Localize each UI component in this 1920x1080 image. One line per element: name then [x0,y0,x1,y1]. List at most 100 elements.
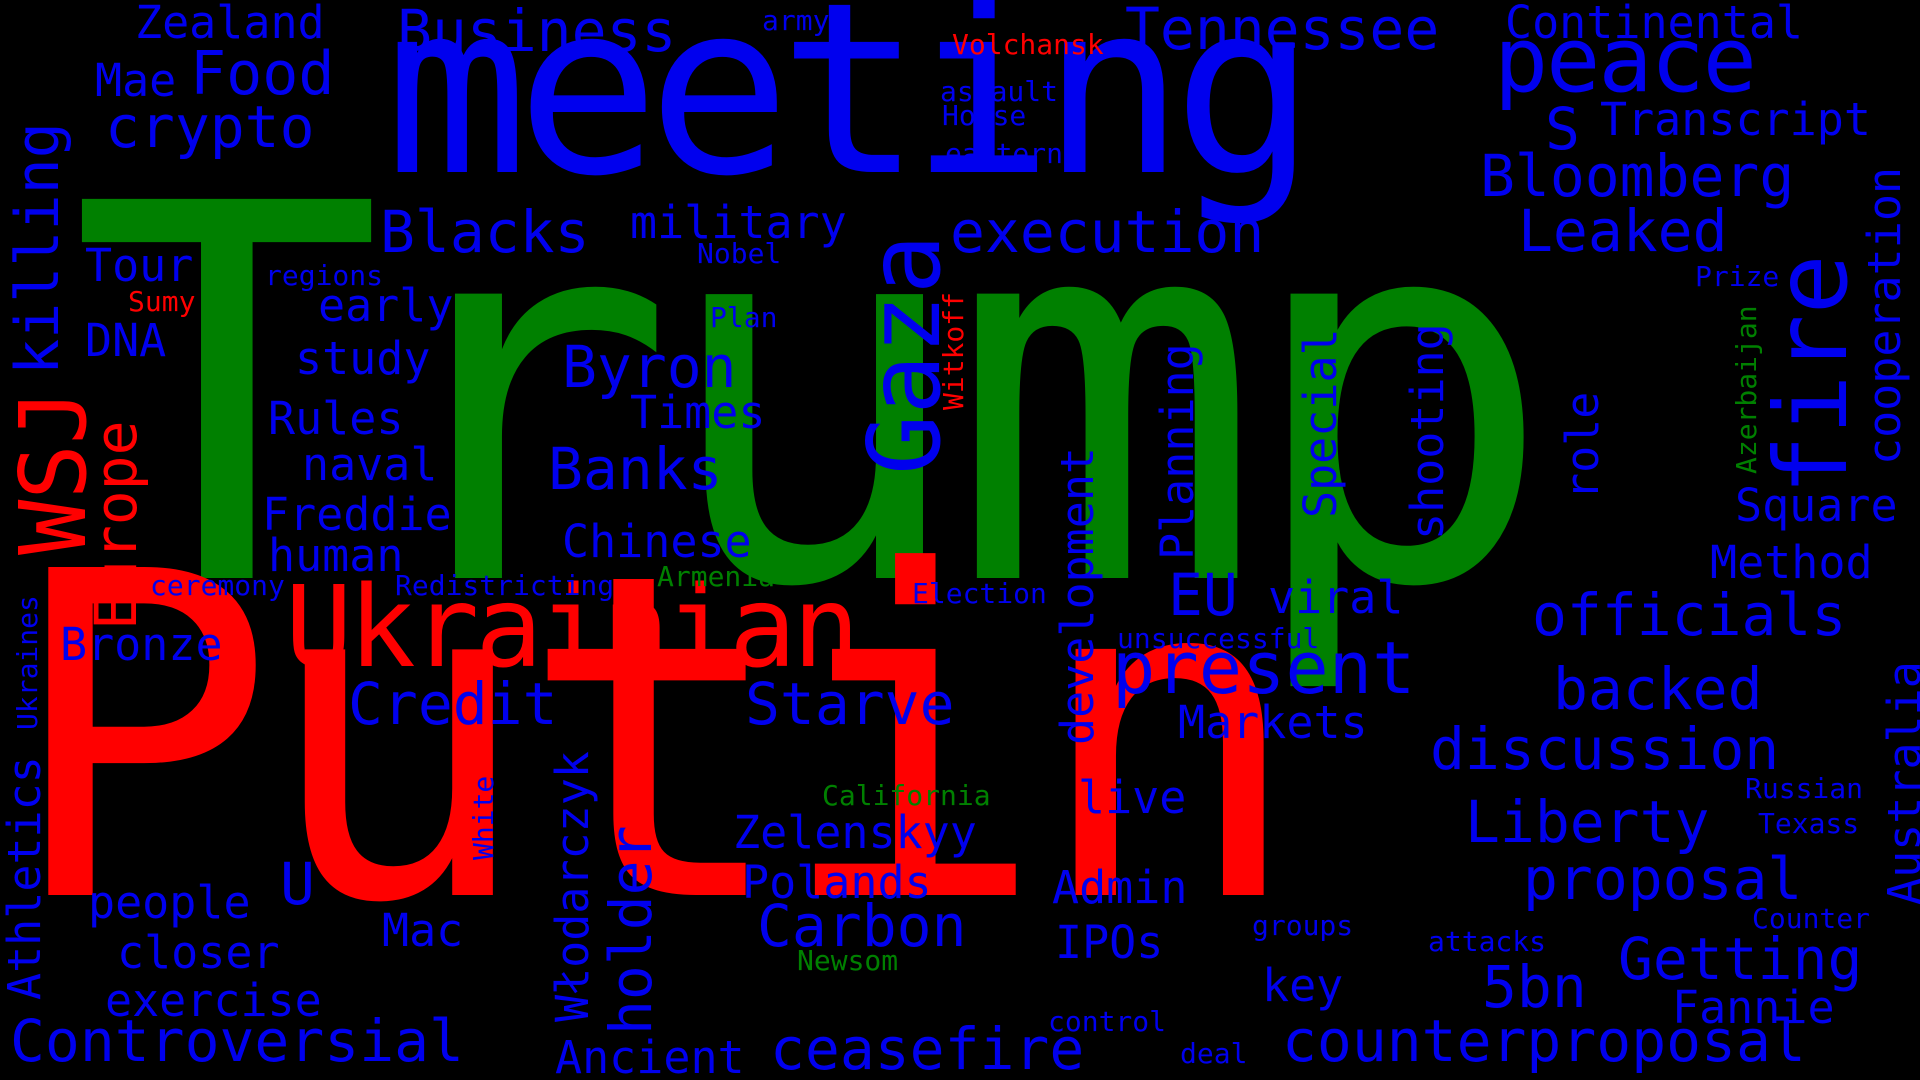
word-russian: Russian [1745,772,1864,805]
word-bloomberg: Bloomberg [1480,142,1795,210]
word-newsom: Newsom [797,944,899,977]
word-times: Times [630,386,766,439]
word-tour: Tour [85,239,194,292]
word-ukrainian: Ukrainian [285,563,860,693]
word-eastern: eastern [945,137,1064,170]
word-business: Business [397,0,677,65]
word-armenia: Armenia [657,560,776,593]
word-dna: DNA [85,314,167,367]
word-ukraines: Ukraines [11,595,44,730]
word-continental: Continental [1505,0,1804,49]
word-controversial: Controversial [10,1007,464,1075]
word-house: House [942,99,1027,132]
word-people: people [88,876,251,929]
word-assault: assault [940,75,1059,108]
word-control: control [1048,1005,1167,1038]
word-human: human [268,529,404,582]
word-counterproposal: counterproposal [1282,1007,1806,1075]
word-admin: Admin [1052,861,1188,914]
word-killing: killing [3,122,73,375]
word-credit: Credit [348,670,558,738]
word-method: Method [1710,536,1873,589]
word-australia: Australia [1878,661,1920,905]
word-cooperation: cooperation [1858,166,1911,465]
word-shooting: shooting [1401,323,1454,540]
word-election: Election [912,577,1047,610]
word-azerbaijan: Azerbaijan [1730,305,1763,474]
word-polands: Polands [742,856,932,909]
word-food: Food [190,39,335,109]
word-redistricting: Redistricting [395,569,615,602]
word-witkoff: Witkoff [937,291,970,410]
word-ancient: Ancient [555,1031,745,1080]
word-transcript: Transcript [1600,93,1871,146]
word-chinese: Chinese [562,515,752,568]
word-early: early [318,279,454,332]
word-zealand: Zealand [135,0,325,49]
word-texass: Texass [1758,807,1860,840]
word-prize: Prize [1695,260,1780,293]
word-banks: Banks [548,435,723,503]
word-development: development [1051,446,1104,745]
word-closer: closer [117,926,280,979]
word-naval: naval [302,438,438,491]
word-putin: Putin [5,478,1304,1002]
word-viral: viral [1268,571,1404,624]
word-exercise: exercise [105,974,322,1027]
word-trump: Trump [70,95,1555,701]
word-volchansk: Volchansk [952,28,1104,61]
word-backed: backed [1553,655,1763,723]
word-crypto: crypto [105,93,315,161]
word-counter: Counter [1752,902,1871,935]
word-carbon: Carbon [757,892,967,960]
word-athletics: Athletics [0,756,51,1000]
word-starve: Starve [745,670,955,738]
word-military: military [630,196,847,249]
word-meeting: meeting [385,0,1316,229]
word-freddie: Freddie [262,488,452,541]
word-execution: execution [950,198,1265,266]
word-s: S [1545,95,1580,163]
word-europe: Europe [82,420,150,630]
word-ipos: IPOs [1055,916,1164,969]
word-white: White [467,775,500,860]
word-deal: deal [1180,1037,1248,1070]
word-u: U [280,850,315,918]
word-square: Square [1735,479,1898,532]
word-officials: officials [1532,581,1847,649]
word-getting: Getting [1618,925,1863,993]
word-mac: Mac [382,904,464,957]
word-eu: EU [1168,561,1238,629]
word-wlodarczyk: Włodarczyk [546,751,599,1022]
word-5bn: 5bn [1482,953,1587,1021]
word-liberty: Liberty [1465,788,1710,856]
word-role: role [1556,391,1609,500]
word-attacks: attacks [1428,925,1547,958]
word-peace: peace [1494,8,1757,113]
word-live: live [1078,771,1187,824]
word-markets: Markets [1178,696,1368,749]
word-regions: regions [265,259,384,292]
word-bronze: Bronze [60,618,223,671]
word-key: key [1262,959,1344,1012]
word-nobel: Nobel [697,237,782,270]
word-tennessee: Tennessee [1125,0,1440,63]
word-army: army [762,4,830,37]
word-study: study [295,332,431,385]
word-planning: Planning [1151,343,1204,560]
word-mae: Mae [95,54,177,107]
word-unsuccessful: unsuccessful [1117,622,1320,655]
word-present: present [1112,626,1416,710]
word-proposal: proposal [1523,845,1803,913]
word-california: California [822,779,991,812]
word-discussion: discussion [1430,715,1780,783]
word-rules: Rules [268,392,404,445]
word-fannie: Fannie [1672,981,1835,1034]
word-zelenskyy: Zelenskyy [733,806,977,859]
word-groups: groups [1252,909,1354,942]
word-leaked: Leaked [1518,197,1728,265]
word-sumy: Sumy [128,285,196,318]
word-holder: holder [597,825,665,1035]
word-byron: Byron [562,333,737,401]
